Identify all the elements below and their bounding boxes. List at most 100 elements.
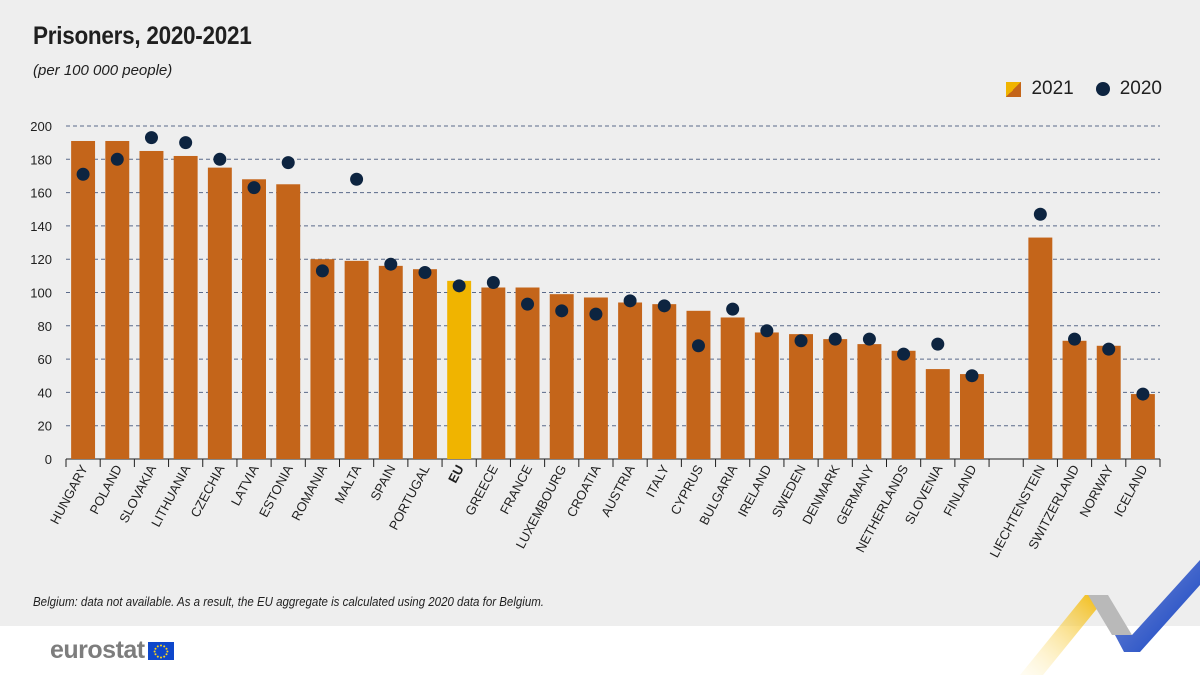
dot-2020-eu [452, 279, 466, 293]
x-category-label: MALTA [332, 462, 365, 506]
dot-2020-liechtenstein [1033, 207, 1047, 221]
y-tick-label: 200 [30, 119, 52, 134]
x-category-label: ICELAND [1111, 462, 1151, 519]
dot-2020-germany [862, 332, 876, 346]
dot-2020-latvia [247, 181, 261, 195]
bar-2021-greece [481, 287, 506, 459]
legend: 2021 2020 [1006, 78, 1162, 100]
chart-title: Prisoners, 2020-2021 [33, 22, 252, 50]
legend-2021-label: 2021 [1031, 78, 1074, 99]
dot-2020-portugal [418, 266, 432, 280]
legend-2020-label: 2020 [1119, 78, 1162, 99]
bar-2021-czechia [207, 167, 232, 459]
dot-2020-romania [315, 264, 329, 278]
footnote: Belgium: data not available. As a result… [33, 595, 545, 609]
bar-2021-switzerland [1062, 340, 1087, 459]
bar-2021-slovenia [925, 369, 950, 459]
bar-2021-cyprus [686, 310, 711, 459]
legend-2020-swatch [1095, 82, 1110, 96]
y-tick-label: 160 [30, 186, 52, 201]
dot-2020-slovakia [144, 131, 158, 145]
bar-2021-france [515, 287, 540, 459]
bar-2021-denmark [823, 339, 848, 459]
bar-2021-liechtenstein [1028, 237, 1053, 459]
dot-2020-finland [965, 369, 979, 383]
x-category-label: GREECE [462, 462, 501, 518]
dot-2020-spain [384, 257, 398, 271]
x-category-label: FRANCE [497, 462, 535, 517]
dot-2020-ireland [760, 324, 774, 338]
x-category-label: AUSTRIA [598, 462, 638, 519]
y-tick-label: 20 [38, 419, 52, 434]
bar-2021-slovakia [139, 150, 164, 459]
dot-2020-netherlands [897, 347, 911, 361]
dot-2020-italy [657, 299, 671, 313]
dot-2020-austria [623, 294, 637, 308]
bar-2021-finland [960, 374, 984, 459]
y-tick-label: 120 [30, 252, 52, 267]
bar-2021-estonia [276, 184, 301, 459]
bar-2021-hungary [71, 140, 96, 460]
dot-2020-greece [486, 276, 500, 290]
x-category-label: CYPRUS [667, 462, 706, 517]
dot-2020-hungary [76, 167, 90, 181]
x-category-label: CZECHIA [187, 462, 227, 520]
bar-chart: 0 20 40 60 80 100 120 140 160 180 200 HUNGARYPOLAND… [30, 119, 1161, 560]
bar-2021-romania [310, 259, 335, 459]
x-category-label: IRELAND [735, 462, 775, 519]
bar-2021-portugal [413, 269, 437, 459]
dot-2020-slovenia [931, 337, 945, 351]
bar-2021-spain [378, 265, 403, 459]
y-tick-label: 80 [38, 319, 52, 334]
bar-2021-netherlands [891, 350, 916, 459]
chart-subtitle: (per 100 000 people) [33, 62, 173, 79]
dot-2020-lithuania [179, 136, 193, 150]
dot-2020-sweden [794, 334, 808, 348]
bar-2021-iceland [1130, 394, 1155, 459]
bar-2021-malta [344, 260, 369, 459]
dot-2020-bulgaria [726, 302, 740, 316]
bar-2021-latvia [242, 179, 266, 459]
dot-2020-poland [110, 152, 124, 166]
bar-2021-sweden [789, 334, 813, 459]
bar-2021-eu [447, 280, 472, 459]
y-tick-label: 100 [30, 286, 52, 301]
y-tick-label: 40 [38, 385, 52, 400]
x-category-label: ITALY [643, 462, 672, 500]
legend-2021-swatch [1006, 81, 1022, 97]
bar-2021-italy [652, 304, 677, 459]
corner-decoration [1020, 560, 1200, 675]
dot-2020-iceland [1136, 387, 1150, 401]
dot-2020-norway [1102, 342, 1116, 356]
y-tick-label: 60 [38, 352, 52, 367]
dot-2020-malta [350, 172, 364, 186]
x-category-label: HUNGARY [47, 462, 91, 527]
y-tick-label: 0 [45, 452, 52, 467]
bar-2021-norway [1096, 345, 1121, 459]
x-category-label: FINLAND [940, 462, 979, 518]
x-category-label: LATVIA [228, 462, 262, 508]
bar-2021-poland [105, 140, 130, 460]
dot-2020-denmark [828, 332, 842, 346]
footer-band [0, 626, 1200, 675]
x-category-label: POLAND [87, 462, 125, 516]
dot-2020-cyprus [691, 339, 705, 353]
bar-2021-germany [857, 344, 882, 459]
dot-2020-france [521, 297, 535, 311]
eu-flag-icon [147, 641, 174, 660]
dot-2020-czechia [213, 152, 227, 166]
bar-2021-croatia [583, 297, 608, 459]
y-tick-label: 180 [30, 152, 52, 167]
bar-2021-ireland [754, 332, 779, 459]
x-category-label: EU [445, 462, 467, 485]
bar-2021-austria [618, 302, 643, 459]
eurostat-logo: eurostat [50, 636, 174, 665]
bar-2021-luxembourg [549, 294, 574, 459]
dot-2020-croatia [589, 307, 603, 321]
bar-2021-bulgaria [720, 317, 745, 459]
dot-2020-luxembourg [555, 304, 569, 318]
y-tick-label: 140 [30, 219, 52, 234]
x-category-label: SPAIN [367, 462, 398, 503]
dot-2020-estonia [281, 156, 295, 170]
dot-2020-switzerland [1068, 332, 1082, 346]
